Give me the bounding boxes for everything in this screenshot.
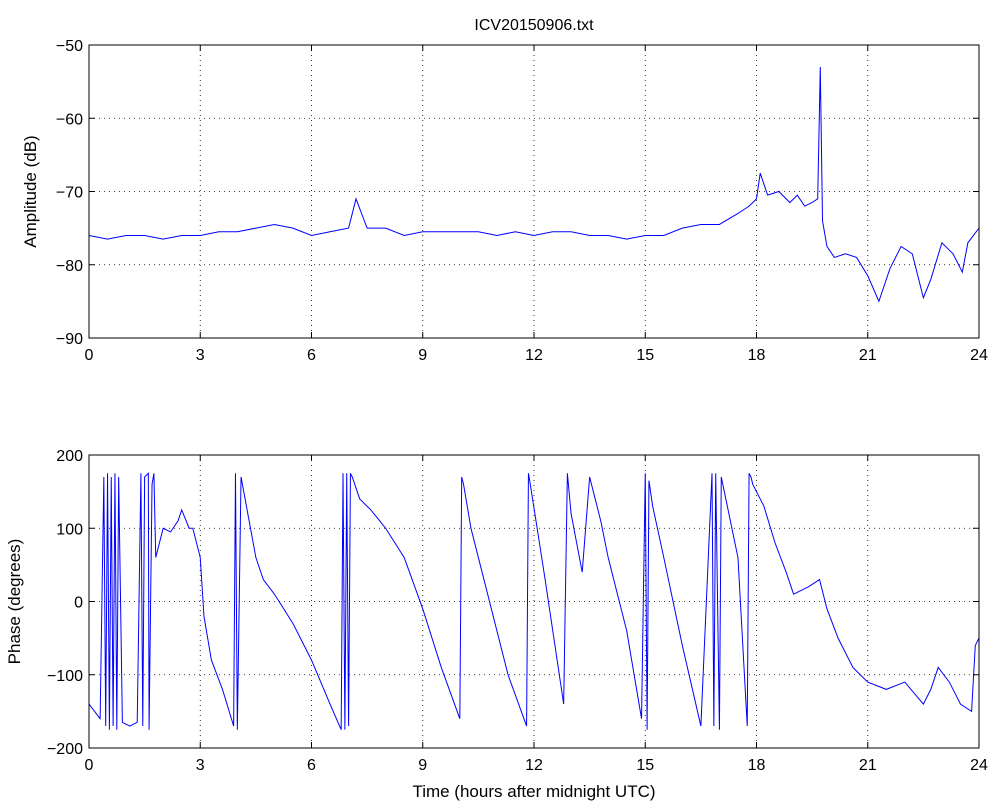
phase-y-tick-label: −200 [47, 741, 83, 758]
phase-x-tick-label: 24 [970, 757, 988, 774]
amplitude-y-axis-label: Amplitude (dB) [21, 135, 40, 247]
phase-x-tick-label: 3 [196, 757, 205, 774]
amplitude-series-line [88, 66, 980, 303]
amplitude-x-tick-label: 12 [525, 347, 543, 364]
amplitude-x-tick-label: 15 [636, 347, 654, 364]
phase-y-tick-label: 0 [74, 595, 83, 612]
phase-x-tick-label: 12 [525, 757, 543, 774]
phase-x-tick-label: 9 [418, 757, 427, 774]
phase-y-tick-label: −100 [47, 668, 83, 685]
amplitude-x-tick-label: 24 [970, 347, 988, 364]
phase-plot: 0 3 6 9 12 15 18 21 24 −200 −100 0 100 200 Phase (degr… [5, 448, 988, 801]
phase-x-tick-label: 15 [636, 757, 654, 774]
phase-x-axis-label: Time (hours after midnight UTC) [412, 782, 655, 801]
phase-x-tick-label: 18 [748, 757, 766, 774]
amplitude-x-tick-label: 21 [859, 347, 877, 364]
phase-y-tick-label: 100 [56, 521, 83, 538]
amplitude-x-tick-label: 6 [307, 347, 316, 364]
phase-x-tick-label: 0 [85, 757, 94, 774]
phase-x-tick-label: 6 [307, 757, 316, 774]
amplitude-y-tick-label: −50 [56, 38, 83, 55]
phase-series-line [88, 472, 980, 730]
amplitude-y-tick-label: −80 [56, 258, 83, 275]
amplitude-y-tick-label: −90 [56, 331, 83, 348]
amplitude-plot: 0 3 6 9 12 15 18 21 24 −90 −80 −70 −60 −50 Amplitude (… [21, 38, 988, 364]
amplitude-x-tick-label: 0 [85, 347, 94, 364]
phase-y-axis-label: Phase (degrees) [5, 539, 24, 665]
amplitude-x-tick-label: 18 [748, 347, 766, 364]
amplitude-x-tick-label: 9 [418, 347, 427, 364]
phase-y-tick-label: 200 [56, 448, 83, 465]
figure-title: ICV20150906.txt [474, 17, 594, 34]
amplitude-x-tick-label: 3 [196, 347, 205, 364]
amplitude-y-tick-label: −60 [56, 111, 83, 128]
amplitude-y-tick-label: −70 [56, 185, 83, 202]
phase-x-tick-label: 21 [859, 757, 877, 774]
